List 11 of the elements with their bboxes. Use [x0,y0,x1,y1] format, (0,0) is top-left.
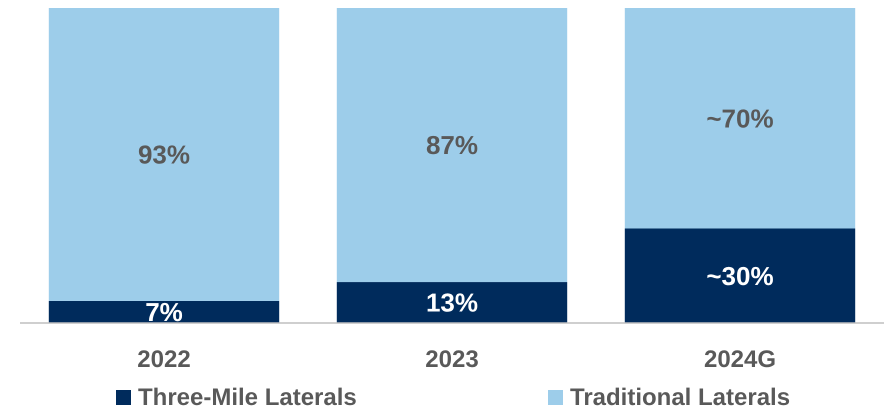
data-label: 87% [426,130,478,160]
data-label: ~70% [706,103,774,134]
data-label: 7% [145,297,183,328]
data-label: 13% [426,288,478,318]
data-label: ~30% [706,260,774,291]
x-tick-label: 2022 [137,346,191,373]
data-label: 93% [138,140,190,170]
x-tick-label: 2023 [425,346,479,373]
x-tick-label: 2024G [704,346,776,373]
legend-label: Three-Mile Laterals [138,384,357,411]
legend-label: Traditional Laterals [570,384,790,411]
